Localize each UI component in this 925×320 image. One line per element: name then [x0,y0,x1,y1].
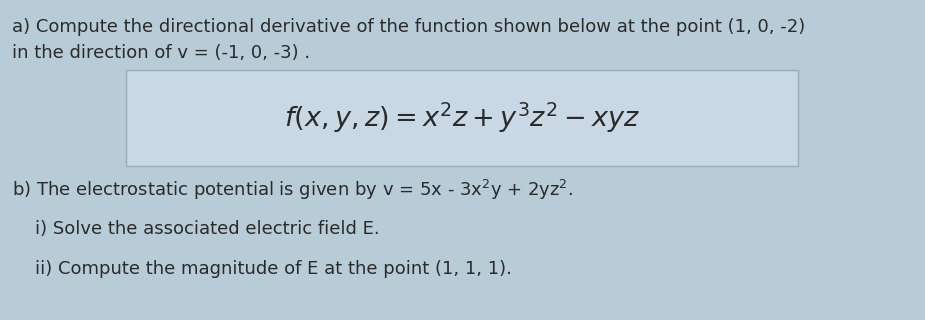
Text: ii) Compute the magnitude of E at the point (1, 1, 1).: ii) Compute the magnitude of E at the po… [35,260,512,278]
Text: b) The electrostatic potential is given by v = 5x - 3x$^2$y + 2yz$^2$.: b) The electrostatic potential is given … [12,178,574,202]
Text: in the direction of v = (-1, 0, -3) .: in the direction of v = (-1, 0, -3) . [12,44,310,62]
Text: $f(x,y,z) = x^2z + y^3z^2 - xyz$: $f(x,y,z) = x^2z + y^3z^2 - xyz$ [284,101,640,135]
Text: a) Compute the directional derivative of the function shown below at the point (: a) Compute the directional derivative of… [12,18,806,36]
FancyBboxPatch shape [126,70,798,166]
Text: i) Solve the associated electric field E.: i) Solve the associated electric field E… [35,220,379,238]
